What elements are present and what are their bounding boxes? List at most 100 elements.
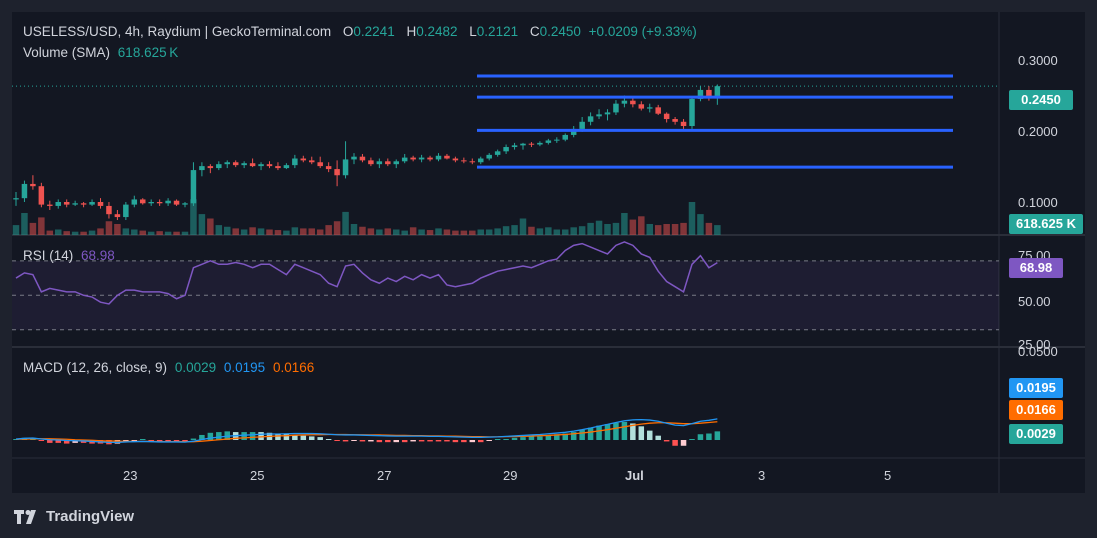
volume-bar bbox=[325, 225, 332, 235]
volume-bar bbox=[595, 220, 603, 235]
candle-body bbox=[511, 145, 518, 148]
volume-bar bbox=[578, 226, 586, 235]
chart-frame[interactable]: USELESS/USD, 4h, Raydium | GeckoTerminal… bbox=[12, 12, 1085, 493]
macd-histogram-bar bbox=[680, 440, 687, 446]
macd-histogram-bar bbox=[604, 424, 611, 440]
candle-body bbox=[351, 156, 357, 160]
volume-bar bbox=[131, 229, 138, 235]
high-value: 0.2482 bbox=[416, 24, 458, 39]
macd-histogram-bar bbox=[444, 440, 450, 442]
candle-body bbox=[266, 164, 273, 167]
macd-histogram-bar bbox=[13, 439, 19, 440]
candle-body bbox=[89, 202, 95, 205]
candle-body bbox=[435, 155, 442, 160]
volume-bar bbox=[12, 225, 20, 235]
macd-histogram-bar bbox=[140, 439, 146, 440]
candle-body bbox=[697, 89, 704, 99]
volume-bar bbox=[697, 214, 704, 235]
volume-bar bbox=[621, 213, 628, 235]
macd-histogram-bar bbox=[309, 436, 315, 440]
volume-bar bbox=[519, 218, 527, 235]
volume-bar bbox=[587, 222, 594, 235]
candle-body bbox=[55, 202, 61, 206]
candle-body bbox=[114, 214, 121, 218]
x-tick-1: 25 bbox=[250, 468, 265, 483]
macd-histogram-bar bbox=[494, 439, 501, 440]
volume-bar bbox=[477, 229, 484, 235]
volume-bar bbox=[545, 227, 552, 235]
macd-histogram-bar bbox=[647, 430, 653, 440]
volume-bar bbox=[46, 230, 54, 235]
macd-line-badge: 0.0195 bbox=[1009, 378, 1063, 398]
candle-body bbox=[334, 169, 340, 176]
macd-histogram-bar bbox=[148, 440, 154, 441]
macd-signal-badge: 0.0166 bbox=[1009, 400, 1063, 420]
volume-bar bbox=[570, 227, 577, 235]
macd-histogram-bar bbox=[621, 422, 628, 440]
candle-body bbox=[47, 204, 53, 206]
macd-histogram-bar bbox=[570, 432, 577, 440]
volume-bar bbox=[55, 229, 62, 235]
macd-histogram-bar bbox=[427, 440, 433, 442]
volume-bar bbox=[240, 229, 248, 235]
macd-histogram-bar bbox=[275, 434, 281, 440]
volume-bar bbox=[671, 224, 679, 235]
volume-bar bbox=[528, 226, 535, 235]
macd-histogram-bar bbox=[655, 435, 661, 440]
price-tick-0: 0.3000 bbox=[1018, 53, 1058, 68]
macd-histogram-bar bbox=[55, 440, 61, 443]
candle-body bbox=[554, 139, 560, 141]
open-label: O bbox=[342, 24, 354, 39]
symbol-title: USELESS/USD, 4h, Raydium | GeckoTerminal… bbox=[23, 24, 332, 39]
macd-histogram-bar bbox=[689, 439, 695, 440]
volume-bar bbox=[418, 229, 425, 235]
macd-histogram-bar bbox=[452, 440, 459, 443]
candle-body bbox=[241, 163, 247, 166]
macd-histogram-bar bbox=[72, 440, 78, 443]
volume-bar bbox=[401, 230, 408, 235]
candle-body bbox=[596, 114, 602, 117]
volume-bar bbox=[147, 231, 155, 235]
volume-bar bbox=[443, 229, 451, 235]
volume-bar bbox=[97, 228, 104, 235]
macd-histogram-bar bbox=[579, 429, 585, 440]
low-label: L bbox=[469, 24, 477, 39]
macd-histogram-bar bbox=[325, 439, 332, 440]
candle-body bbox=[461, 160, 467, 162]
candle-body bbox=[604, 112, 611, 115]
macd-histogram-bar bbox=[385, 440, 391, 443]
volume-bar bbox=[426, 230, 434, 235]
volume-bar bbox=[688, 202, 696, 235]
volume-bar bbox=[393, 229, 400, 235]
candle-body bbox=[190, 170, 197, 204]
volume-bar bbox=[274, 230, 282, 235]
macd-histogram-bar bbox=[199, 434, 205, 440]
tradingview-logo[interactable]: TradingView bbox=[14, 508, 134, 525]
volume-bar bbox=[257, 228, 265, 235]
volume-bar bbox=[88, 230, 96, 235]
macd-histogram-bar bbox=[638, 426, 645, 440]
candle-body bbox=[216, 164, 222, 169]
chart-canvas[interactable] bbox=[12, 12, 1085, 493]
volume-bar bbox=[249, 227, 256, 235]
volume-bar bbox=[71, 231, 79, 235]
macd-histogram-bar bbox=[376, 440, 383, 443]
macd-histogram-bar bbox=[249, 432, 256, 440]
macd-histogram-bar bbox=[63, 440, 70, 444]
volume-bar bbox=[173, 231, 180, 235]
volume-bar bbox=[367, 228, 375, 235]
macd-histogram-bar bbox=[131, 440, 138, 441]
macd-signal-value: 0.0166 bbox=[272, 360, 315, 375]
macd-histogram-bar bbox=[520, 437, 526, 440]
macd-histogram-bar bbox=[342, 440, 349, 442]
macd-histogram-bar bbox=[47, 440, 53, 443]
macd-histogram-bar bbox=[461, 440, 467, 443]
macd-histogram-bar bbox=[596, 425, 602, 440]
candle-body bbox=[655, 107, 661, 114]
macd-line bbox=[15, 418, 718, 444]
volume-bar bbox=[376, 229, 383, 235]
volume-bar bbox=[190, 199, 197, 235]
candle-body bbox=[317, 162, 323, 167]
rsi-tick-1: 50.00 bbox=[1018, 294, 1051, 309]
candle-body bbox=[97, 202, 104, 206]
